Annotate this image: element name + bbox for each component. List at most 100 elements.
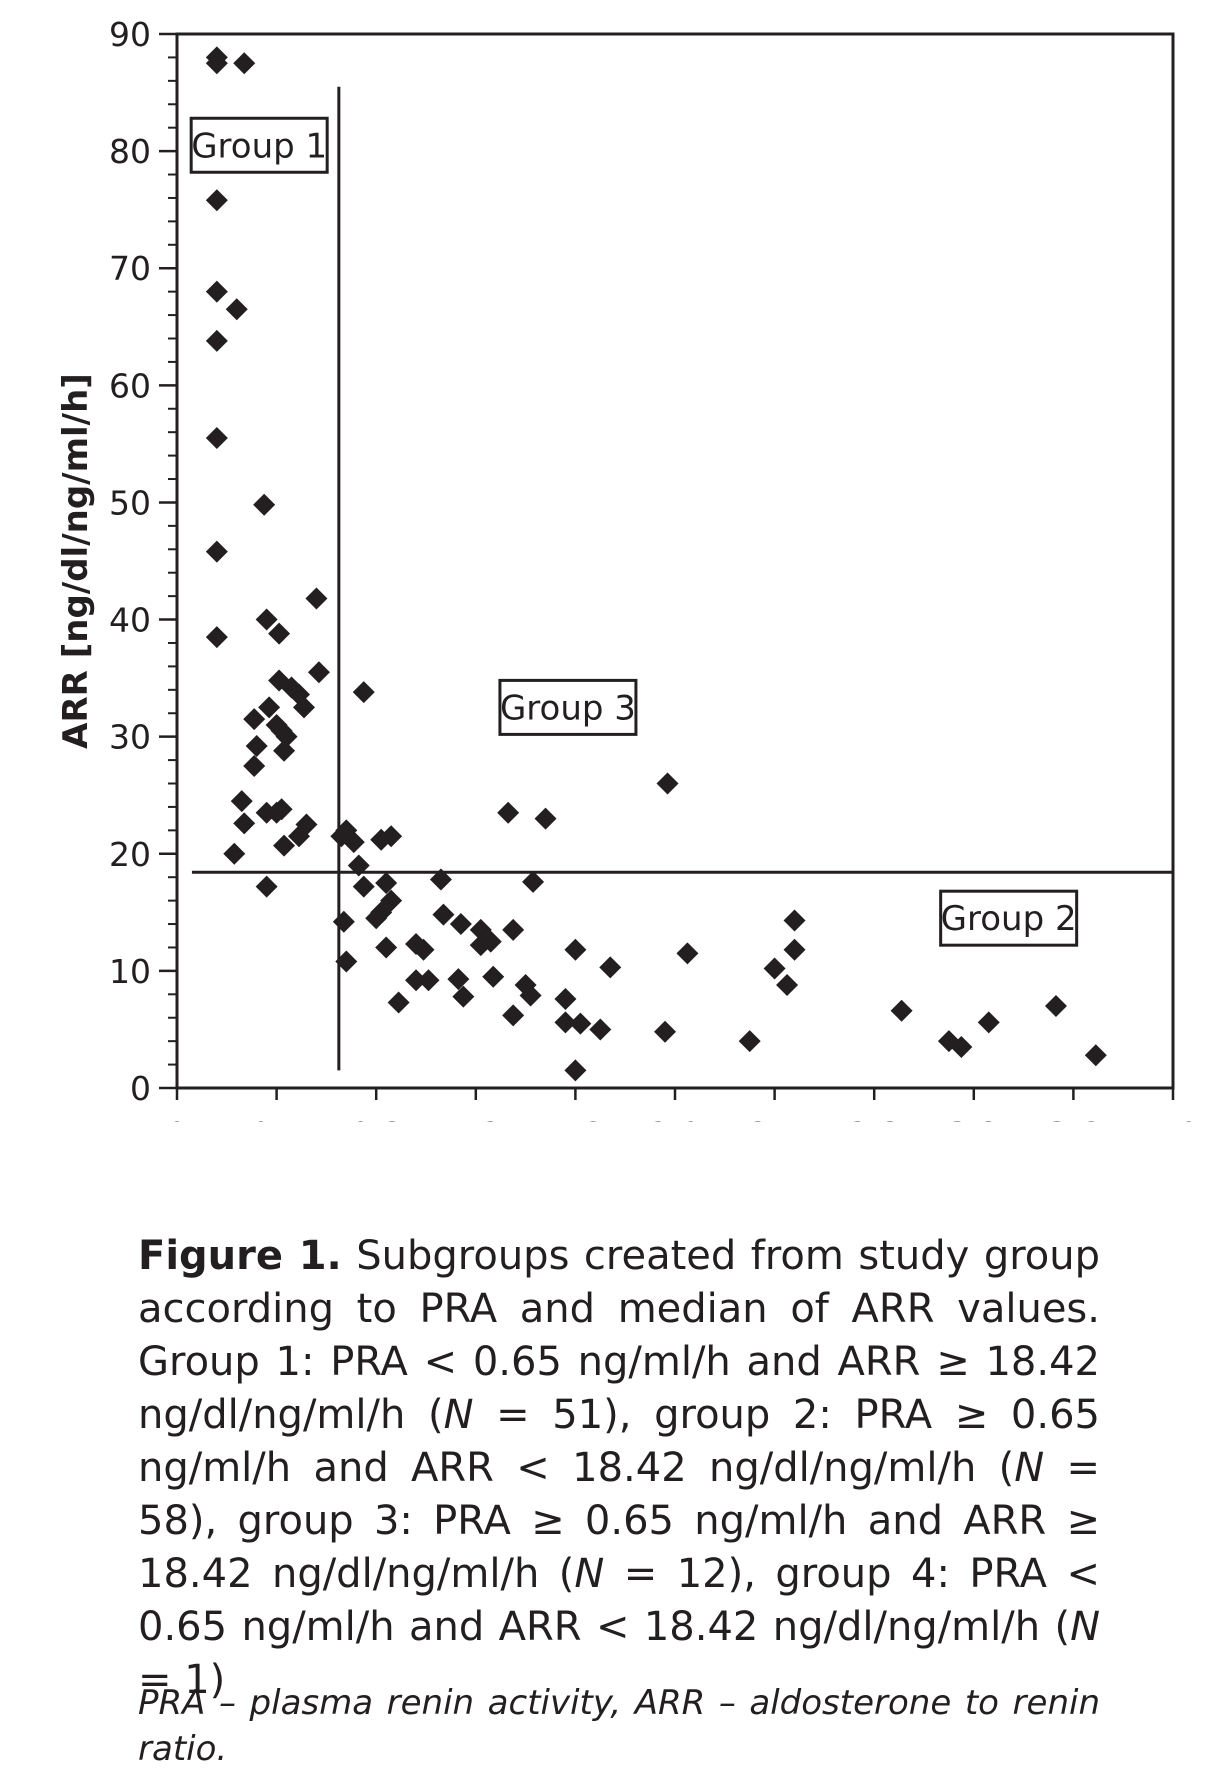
data-point xyxy=(307,661,330,684)
caption-text: = 12), group 4: PRA < 0.65 ng/ml/h and A… xyxy=(138,1551,1101,1650)
group-labels: Group 1 Group 3 Group 2 xyxy=(189,116,1079,947)
y-tick-label: 50 xyxy=(109,483,151,522)
data-point xyxy=(230,790,253,813)
group-label: Group 2 xyxy=(941,899,1077,939)
data-point xyxy=(502,1004,525,1027)
y-tick-label: 90 xyxy=(109,15,151,54)
x-tick-label: 4.0 xyxy=(1147,1115,1199,1130)
data-point xyxy=(243,754,266,777)
x-tick-label: 1.2 xyxy=(450,1115,502,1130)
data-point xyxy=(243,708,266,731)
data-point xyxy=(205,427,228,450)
data-point xyxy=(452,985,475,1008)
x-tick-label: 3.2 xyxy=(948,1115,1000,1130)
data-point xyxy=(205,52,228,75)
data-point xyxy=(564,938,587,961)
data-point xyxy=(268,622,291,645)
y-tick-label: 0 xyxy=(130,1069,151,1108)
data-point xyxy=(205,626,228,649)
group-label-box xyxy=(189,116,329,174)
data-point xyxy=(352,681,375,704)
data-point xyxy=(288,825,311,848)
data-point xyxy=(365,907,388,930)
caption-n: N xyxy=(1070,1604,1100,1650)
data-point xyxy=(233,812,256,835)
data-point xyxy=(347,854,370,877)
y-axis-label: ARR [ng/dl/ng/ml/h] xyxy=(56,373,96,749)
figure-number: Figure 1. xyxy=(138,1233,342,1279)
data-point xyxy=(405,969,428,992)
data-point xyxy=(335,950,358,973)
data-point xyxy=(270,798,293,821)
data-point xyxy=(977,1011,1000,1034)
figure-footnote: PRA – plasma renin activity, ARR – aldos… xyxy=(138,1683,1100,1769)
y-tick-label: 40 xyxy=(109,601,151,640)
data-point xyxy=(273,739,296,762)
data-point xyxy=(332,910,355,933)
data-point xyxy=(564,1059,587,1082)
data-point xyxy=(292,696,315,719)
data-point xyxy=(554,1011,577,1034)
y-axis: 0 10 20 30 40 50 60 70 80 90 xyxy=(109,15,177,1108)
caption-text: Subgroups created from study group ac­co… xyxy=(138,1233,1100,1438)
data-point xyxy=(1044,995,1067,1018)
data-point xyxy=(654,1020,677,1043)
data-point xyxy=(599,956,622,979)
data-point xyxy=(255,875,278,898)
caption-n: N xyxy=(1014,1445,1045,1491)
data-point xyxy=(342,831,365,854)
caption-text: = 51), group 2: PRA ≥ 0.65 ng/ml/h and A… xyxy=(138,1392,1100,1491)
data-point xyxy=(776,973,799,996)
figure-caption: Figure 1. Subgroups created from study g… xyxy=(138,1230,1100,1707)
data-point xyxy=(569,1012,592,1035)
y-tick-label: 20 xyxy=(109,835,151,874)
data-point xyxy=(258,696,281,719)
y-tick-label: 30 xyxy=(109,718,151,757)
group-label: Group 1 xyxy=(191,126,327,166)
data-point xyxy=(449,913,472,936)
data-point xyxy=(275,725,298,748)
data-point xyxy=(950,1036,973,1059)
caption-n: N xyxy=(574,1551,605,1597)
x-tick-label: 0 xyxy=(167,1115,188,1130)
x-tick-label: 2.8 xyxy=(848,1115,900,1130)
data-point xyxy=(502,918,525,941)
data-point xyxy=(522,870,545,893)
y-tick-label: 70 xyxy=(109,249,151,288)
data-point xyxy=(497,801,520,824)
x-tick-label: 0.8 xyxy=(350,1115,402,1130)
data-point xyxy=(656,772,679,795)
data-point xyxy=(205,329,228,352)
data-point xyxy=(305,587,328,610)
data-point xyxy=(255,608,278,631)
data-point xyxy=(233,52,256,75)
data-point xyxy=(783,938,806,961)
y-tick-label: 10 xyxy=(109,952,151,991)
caption-text: = 58), group 3: PRA ≥ 0.65 ng/ml/h and A… xyxy=(138,1445,1100,1597)
caption-text: = 1) xyxy=(138,1657,226,1703)
data-point xyxy=(783,909,806,932)
data-point xyxy=(469,934,492,957)
data-point xyxy=(676,942,699,965)
data-point xyxy=(1084,1044,1107,1067)
data-point xyxy=(763,957,786,980)
data-point xyxy=(253,493,276,516)
data-point xyxy=(534,807,557,830)
x-tick-label: 1.6 xyxy=(549,1115,601,1130)
x-tick-label: 2.0 xyxy=(649,1115,701,1130)
data-point xyxy=(245,735,268,758)
group-label: Group 3 xyxy=(500,688,636,728)
y-tick-label: 80 xyxy=(109,132,151,171)
group-label-box xyxy=(939,889,1079,947)
data-point xyxy=(375,936,398,959)
data-point xyxy=(387,991,410,1014)
x-tick-label: 3.6 xyxy=(1047,1115,1099,1130)
data-point xyxy=(273,834,296,857)
data-point xyxy=(519,984,542,1007)
data-point xyxy=(352,875,375,898)
caption-n: N xyxy=(443,1392,474,1438)
data-point xyxy=(417,969,440,992)
data-point xyxy=(738,1030,761,1053)
data-point xyxy=(890,999,913,1022)
data-point xyxy=(447,968,470,991)
